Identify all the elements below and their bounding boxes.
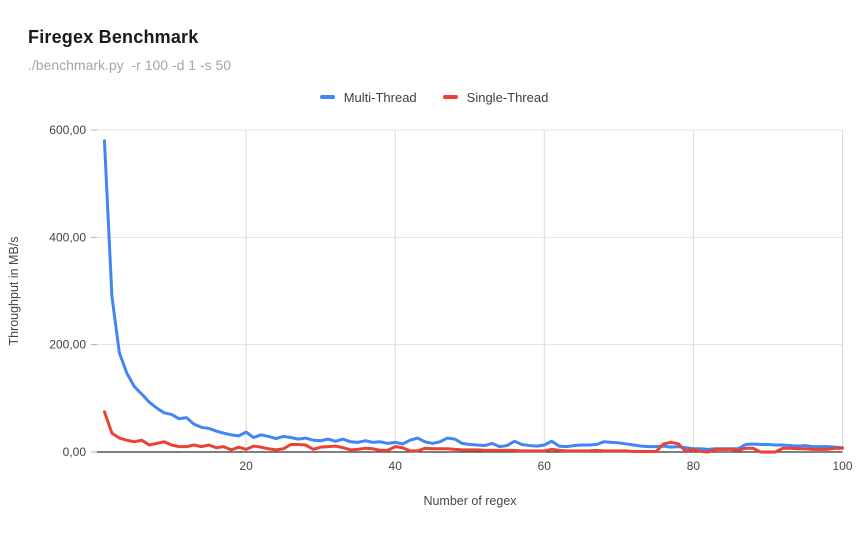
y-tick-label: 400,00 [49, 230, 86, 244]
x-axis-title: Number of regex [423, 494, 517, 508]
x-tick-label: 80 [687, 459, 701, 473]
chart-title: Firegex Benchmark [28, 27, 199, 47]
x-tick-label: 40 [389, 459, 403, 473]
series-line-multi-thread [102, 139, 844, 451]
chart-subtitle: ./benchmark.py -r 100 -d 1 -s 50 [28, 57, 232, 73]
legend-label: Single-Thread [466, 89, 549, 105]
x-tick-label: 60 [538, 459, 552, 473]
y-tick-label: 600,00 [49, 123, 86, 137]
y-tick-label: 0,00 [63, 445, 87, 459]
y-tick-label: 200,00 [49, 338, 86, 352]
legend: Multi-Thread Single-Thread [0, 88, 868, 106]
legend-item-multi-thread[interactable]: Multi-Thread [319, 89, 417, 105]
series-line-single-thread [102, 410, 844, 454]
legend-swatch-icon [319, 95, 335, 99]
legend-item-single-thread[interactable]: Single-Thread [442, 89, 549, 105]
y-axis-title: Throughput in MB/s [7, 236, 21, 346]
legend-label: Multi-Thread [343, 89, 417, 105]
x-tick-label: 100 [832, 459, 852, 473]
x-tick-label: 20 [239, 459, 253, 473]
legend-swatch-icon [442, 95, 458, 99]
